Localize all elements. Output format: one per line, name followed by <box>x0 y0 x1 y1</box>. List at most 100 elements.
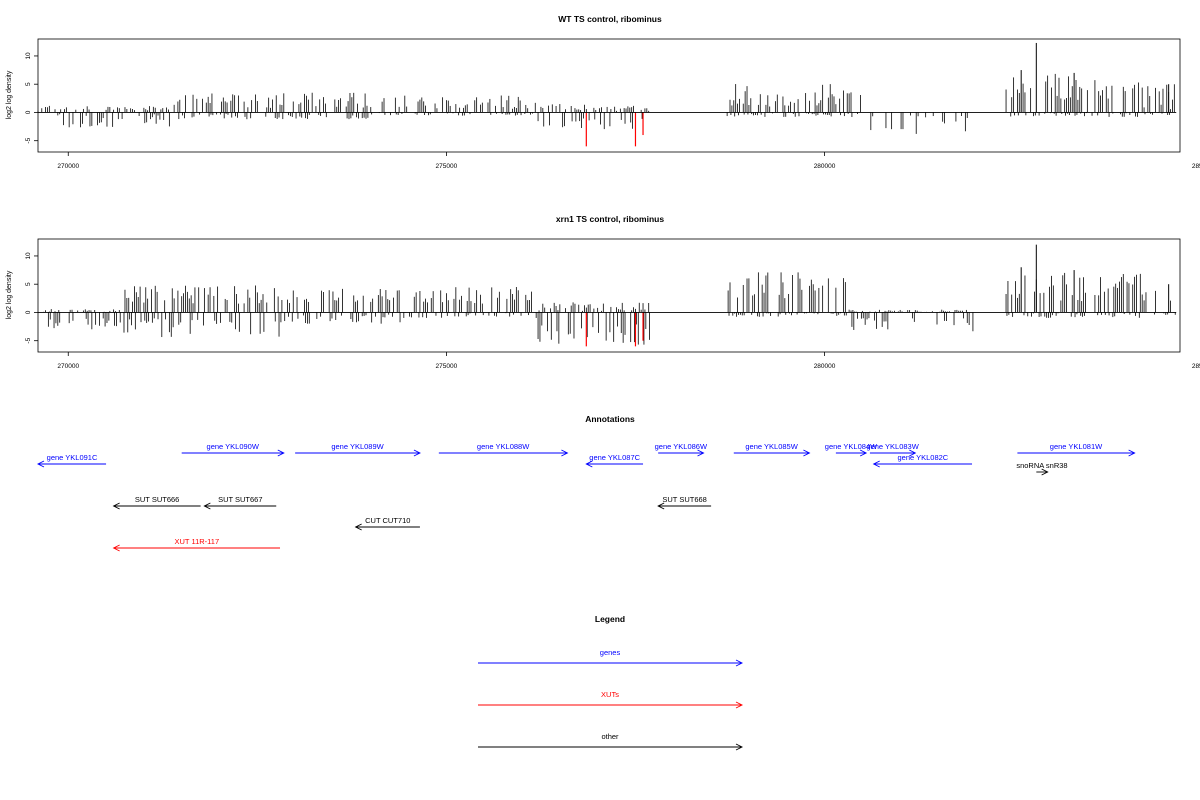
y-axis-label: log2 log density <box>6 270 13 319</box>
arrow-head <box>585 460 593 468</box>
y-tick-label: 5 <box>25 82 32 86</box>
x-axis: 270000 275000 280000 285000 <box>57 152 1200 170</box>
legend-title: Legend <box>595 614 625 624</box>
y-tick-label: -5 <box>25 137 32 143</box>
wt-coverage-panel: WT TS control, ribominus log2 log densit… <box>6 14 1200 170</box>
feature-arrow: gene YKL090W <box>181 442 285 457</box>
x-tick-label: 285000 <box>1192 163 1200 170</box>
arrow-head <box>561 449 569 457</box>
y-tick-label: 10 <box>25 52 32 60</box>
arrow-head <box>859 449 868 457</box>
arrow-head <box>735 659 744 667</box>
feature-label: gene YKL082C <box>897 453 948 462</box>
legend-label: other <box>601 732 619 741</box>
feature-label: XUT 11R-117 <box>175 537 220 546</box>
x-tick-label: 270000 <box>57 163 79 170</box>
arrow-head <box>277 449 285 457</box>
feature-label: gene YKL086W <box>655 442 708 451</box>
feature-arrow: SUT SUT667 <box>203 495 277 510</box>
feature-label: SUT SUT668 <box>662 495 706 504</box>
legend-item: other <box>478 732 744 751</box>
xrn1-coverage-panel: xrn1 TS control, ribominus log2 log dens… <box>6 214 1200 370</box>
feature-arrow: gene YKL083W <box>866 442 920 457</box>
y-tick-label: 0 <box>25 310 32 314</box>
feature-arrow: CUT CUT710 <box>354 516 420 531</box>
plot-frame <box>37 38 1181 153</box>
annotation-features: gene YKL091C gene YKL090W gene YKL089W gene… <box>36 442 1136 552</box>
feature-arrow: gene YKL087C <box>585 453 644 468</box>
y-axis-label: log2 log density <box>6 70 13 119</box>
feature-label: gene YKL088W <box>477 442 530 451</box>
x-axis: 270000 275000 280000 285000 <box>57 352 1200 370</box>
annotations-title: Annotations <box>585 414 635 424</box>
arrow-head <box>112 544 120 552</box>
feature-arrow: gene YKL085W <box>733 442 811 457</box>
arrow-head <box>803 449 811 457</box>
y-tick-label: 10 <box>25 252 32 260</box>
feature-arrow: gene YKL081W <box>1017 442 1136 457</box>
feature-arrow: gene YKL091C <box>36 453 107 468</box>
signal-bars <box>37 73 1175 134</box>
highlight-bars <box>585 312 644 347</box>
feature-label: snoRNA snR38 <box>1016 461 1067 470</box>
feature-arrow: gene YKL082C <box>872 453 973 468</box>
feature-arrow: SUT SUT666 <box>112 495 201 510</box>
feature-arrow: gene YKL084W <box>825 442 878 457</box>
feature-label: gene YKL089W <box>331 442 384 451</box>
arrow-head <box>909 449 917 457</box>
panel-title: xrn1 TS control, ribominus <box>556 214 664 224</box>
feature-label: gene YKL081W <box>1050 442 1103 451</box>
arrow-head <box>697 449 705 457</box>
arrow-head <box>1041 468 1049 476</box>
legend: Legend genes XUTs other <box>478 614 744 751</box>
feature-label: CUT CUT710 <box>365 516 410 525</box>
plot-frame <box>37 238 1181 353</box>
legend-item: XUTs <box>478 690 744 709</box>
arrow-head <box>735 701 744 709</box>
feature-arrow: snoRNA snR38 <box>1016 461 1068 476</box>
feature-label: gene YKL090W <box>207 442 260 451</box>
arrow-head <box>354 523 362 531</box>
x-tick-label: 280000 <box>814 163 836 170</box>
arrow-head <box>203 502 211 510</box>
highlight-bars <box>585 112 644 147</box>
x-tick-label: 270000 <box>57 363 79 370</box>
feature-arrow: gene YKL089W <box>295 442 421 457</box>
y-axis: -5 0 5 10 <box>25 252 38 344</box>
legend-label: genes <box>600 648 621 657</box>
feature-label: SUT SUT667 <box>218 495 262 504</box>
signal-bars <box>37 272 1176 345</box>
signal-peaks <box>1020 244 1170 313</box>
y-tick-label: 5 <box>25 282 32 286</box>
feature-label: gene YKL083W <box>866 442 919 451</box>
feature-arrow: SUT SUT668 <box>657 495 712 510</box>
y-tick-label: 0 <box>25 110 32 114</box>
arrow-head <box>413 449 421 457</box>
arrow-head <box>1128 449 1136 457</box>
y-axis: -5 0 5 10 <box>25 52 38 144</box>
arrow-head <box>112 502 120 510</box>
signal-peaks <box>1020 42 1170 113</box>
panel-title: WT TS control, ribominus <box>558 14 662 24</box>
x-tick-label: 275000 <box>436 363 458 370</box>
arrow-head <box>657 502 665 510</box>
feature-arrow: gene YKL086W <box>655 442 708 457</box>
x-tick-label: 280000 <box>814 363 836 370</box>
y-tick-label: -5 <box>25 337 32 343</box>
feature-label: gene YKL091C <box>47 453 98 462</box>
feature-arrow: XUT 11R-117 <box>112 537 281 552</box>
arrow-head <box>872 460 880 468</box>
legend-item: genes <box>478 648 744 667</box>
feature-arrow: gene YKL088W <box>438 442 569 457</box>
x-tick-label: 285000 <box>1192 363 1200 370</box>
feature-label: SUT SUT666 <box>135 495 179 504</box>
legend-items: genes XUTs other <box>478 648 744 751</box>
arrow-head <box>735 743 744 751</box>
arrow-head <box>36 460 45 468</box>
feature-label: gene YKL084W <box>825 442 878 451</box>
legend-label: XUTs <box>601 690 619 699</box>
feature-label: gene YKL085W <box>745 442 798 451</box>
feature-label: gene YKL087C <box>589 453 640 462</box>
